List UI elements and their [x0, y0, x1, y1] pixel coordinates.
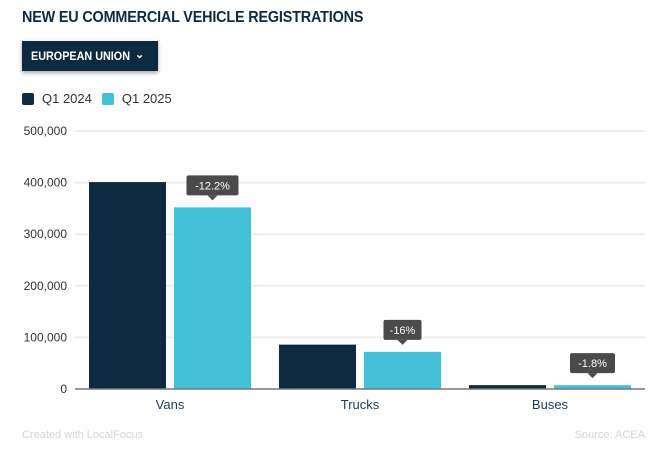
legend-swatch — [101, 92, 114, 105]
legend-label: Q1 2025 — [121, 91, 172, 106]
region-dropdown[interactable]: EUROPEAN UNION ⌄ — [22, 41, 158, 71]
annotation-pointer — [397, 339, 408, 345]
change-annotation: -12.2% — [195, 180, 230, 192]
legend-item-q1-2024[interactable]: Q1 2024 — [22, 91, 92, 106]
region-dropdown-label: EUROPEAN UNION — [31, 49, 131, 63]
change-annotation: -16% — [390, 325, 416, 337]
x-tick-label: Buses — [532, 397, 569, 412]
change-annotation: -1.8% — [578, 358, 607, 370]
change-annotation-box — [383, 319, 422, 340]
chart-title: NEW EU COMMERCIAL VEHICLE REGISTRATIONS — [22, 9, 364, 26]
y-tick-label: 100,000 — [24, 330, 68, 344]
y-tick-label: 500,000 — [24, 124, 68, 138]
legend-label: Q1 2024 — [42, 91, 92, 106]
chevron-down-icon: ⌄ — [135, 49, 145, 61]
y-tick-label: 400,000 — [24, 176, 68, 190]
source-note: Source: ACEA — [574, 429, 645, 441]
annotation-pointer — [587, 373, 598, 379]
bar-buses-0[interactable] — [469, 385, 546, 389]
legend-swatch — [22, 92, 34, 105]
bar-trucks-1[interactable] — [364, 351, 441, 389]
x-tick-label: Vans — [156, 397, 185, 412]
legend: Q1 2024 Q1 2025 — [22, 91, 172, 106]
annotation-pointer — [207, 195, 218, 201]
change-annotation-box — [186, 175, 239, 196]
bar-trucks-0[interactable] — [279, 344, 356, 389]
x-tick-label: Trucks — [341, 397, 380, 412]
change-annotation-box — [570, 353, 615, 374]
bar-vans-1[interactable] — [174, 207, 251, 389]
bar-buses-1[interactable] — [554, 385, 631, 389]
credit-link[interactable]: Created with LocalFocus — [22, 429, 144, 441]
y-tick-label: 300,000 — [24, 227, 68, 241]
y-tick-label: 200,000 — [24, 279, 68, 293]
y-tick-label: 0 — [60, 382, 67, 396]
legend-item-q1-2025[interactable]: Q1 2025 — [101, 91, 172, 106]
bar-vans-0[interactable] — [89, 182, 166, 389]
